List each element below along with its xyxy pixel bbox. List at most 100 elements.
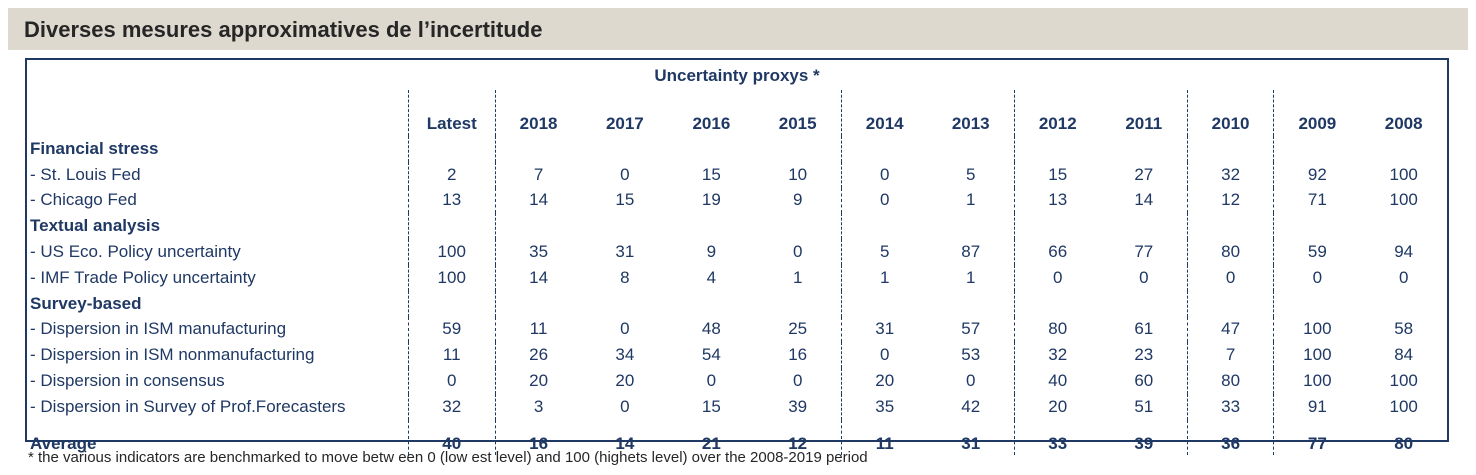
title-bar: Diverses mesures approximatives de l’inc… xyxy=(8,8,1468,50)
table-cell: 9 xyxy=(706,242,717,262)
table-cell: 12 xyxy=(788,433,808,453)
table-cell: 20 xyxy=(1013,393,1101,420)
table-cell: 59 xyxy=(1273,239,1361,265)
header-row: Latest 2018 2017 2016 2015 2014 2013 2012 2011 20… xyxy=(29,90,1447,136)
table-cell: 0 xyxy=(1013,264,1101,291)
table-cell: 1 xyxy=(792,267,803,287)
table-cell xyxy=(1360,291,1447,317)
table-cell xyxy=(840,290,928,317)
table-cell: 80 xyxy=(1013,316,1101,343)
table-cell: 11 xyxy=(407,342,496,369)
table-cell: 0 xyxy=(1273,264,1361,291)
table-cell: 26 xyxy=(494,342,582,369)
table-cell: 16 xyxy=(788,345,808,365)
column-header: 2013 xyxy=(951,114,990,133)
table-cell: 84 xyxy=(1394,345,1414,365)
table-cell: 0 xyxy=(620,396,630,416)
table-cell: 66 xyxy=(1013,239,1101,265)
table-cell: 91 xyxy=(1273,393,1361,420)
table-cell: 40 xyxy=(1013,368,1101,394)
table-cell: 58 xyxy=(1394,319,1414,339)
table-cell: 8 xyxy=(620,267,630,287)
table-cell xyxy=(1273,136,1361,162)
table-cell xyxy=(928,213,1015,239)
table-cell xyxy=(494,213,582,240)
table-cell: 94 xyxy=(1394,242,1414,262)
footnote: * the various indicators are benchmarked… xyxy=(28,449,868,466)
table-cell: 0 xyxy=(840,161,928,188)
table-cell: 39 xyxy=(1134,433,1154,453)
table-cell xyxy=(1101,136,1188,162)
table-cell xyxy=(1273,213,1361,240)
table-cell: 100 xyxy=(1389,371,1418,391)
table-cell xyxy=(755,136,842,162)
table-row: - Dispersion in ISM manufacturing 59 11 0 48… xyxy=(29,316,1447,343)
table-cell: 7 xyxy=(1186,342,1274,369)
table-cell: 35 xyxy=(494,239,582,265)
table-cell xyxy=(840,136,928,162)
table-cell: 5 xyxy=(966,164,976,184)
table-cell: 0 xyxy=(706,371,717,391)
row-label: - Chicago Fed xyxy=(30,190,137,210)
table-cell: 19 xyxy=(701,190,721,210)
header-spacer xyxy=(29,90,408,136)
table-cell xyxy=(755,291,842,317)
table-cell xyxy=(1360,213,1447,239)
table-cell: 0 xyxy=(1398,267,1409,287)
table-cell: 71 xyxy=(1273,187,1361,214)
table-cell: 0 xyxy=(792,371,803,391)
section-row: Financial stress xyxy=(29,136,1447,162)
page-title: Diverses mesures approximatives de l’inc… xyxy=(24,17,543,42)
column-header: 2016 xyxy=(692,114,731,133)
table-cell: 11 xyxy=(840,419,928,455)
table-cell: 100 xyxy=(1389,396,1418,416)
table-row: - US Eco. Policy uncertainty 100 35 31 9 0 5 87… xyxy=(29,239,1447,265)
table-row: - Dispersion in consensus 0 20 20 0 0 20 0 40 60 8… xyxy=(29,368,1447,394)
table-cell: 100 xyxy=(407,264,496,291)
table-cell xyxy=(668,136,755,162)
row-label: - IMF Trade Policy uncertainty xyxy=(30,267,256,287)
table-cell: 33 xyxy=(1186,393,1274,420)
table-cell: 60 xyxy=(1134,371,1154,391)
table-cell: 0 xyxy=(840,342,928,369)
table-cell: 3 xyxy=(494,393,582,420)
uncertainty-table: Latest 2018 2017 2016 2015 2014 2013 2012 2011 20… xyxy=(29,90,1447,455)
table-cell xyxy=(1013,213,1101,240)
table-cell: 100 xyxy=(1273,316,1361,343)
column-header: 2009 xyxy=(1273,90,1361,136)
table-row: - Dispersion in Survey of Prof.Forecaste… xyxy=(29,393,1447,420)
table-cell: 59 xyxy=(407,316,496,343)
table-cell: 39 xyxy=(788,396,808,416)
row-label: Average xyxy=(30,433,97,453)
table-cell: 27 xyxy=(1134,164,1154,184)
table-cell: 15 xyxy=(615,190,635,210)
table-cell: 80 xyxy=(1186,368,1274,394)
table-cell: 2 xyxy=(407,161,496,188)
table-cell: 31 xyxy=(615,242,635,262)
table-cell xyxy=(1101,291,1188,317)
table-cell: 14 xyxy=(494,187,582,214)
table-cell: 1 xyxy=(966,267,976,287)
table-cell: 20 xyxy=(615,371,635,391)
table-cell: 25 xyxy=(788,319,808,339)
table-cell: 35 xyxy=(840,393,928,420)
table-row: - St. Louis Fed 2 7 0 15 10 0 5 15 27 32 92 100 xyxy=(29,161,1447,188)
column-header: 2017 xyxy=(605,114,644,133)
table-cell: 92 xyxy=(1273,161,1361,188)
table-cell xyxy=(407,290,496,317)
table-cell: 40 xyxy=(407,419,496,455)
table-cell xyxy=(582,213,669,239)
table-cell: 1 xyxy=(966,190,976,210)
table-cell: 32 xyxy=(407,393,496,420)
table-cell: 14 xyxy=(615,433,635,453)
table-cell: 36 xyxy=(1186,419,1274,455)
column-header: 2018 xyxy=(494,90,582,136)
row-label: - Dispersion in ISM nonmanufacturing xyxy=(30,345,315,365)
table-cell xyxy=(1101,213,1188,239)
table-cell: 23 xyxy=(1134,345,1154,365)
table-cell: 14 xyxy=(494,264,582,291)
table-cell: 100 xyxy=(1273,342,1361,369)
table-cell: 47 xyxy=(1186,316,1274,343)
table-cell: 0 xyxy=(840,187,928,214)
table-cell xyxy=(840,213,928,240)
